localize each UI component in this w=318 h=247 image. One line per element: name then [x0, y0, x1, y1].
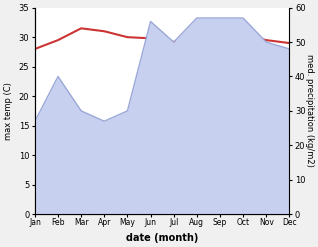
Y-axis label: max temp (C): max temp (C): [4, 82, 13, 140]
X-axis label: date (month): date (month): [126, 233, 198, 243]
Y-axis label: med. precipitation (kg/m2): med. precipitation (kg/m2): [305, 54, 314, 167]
